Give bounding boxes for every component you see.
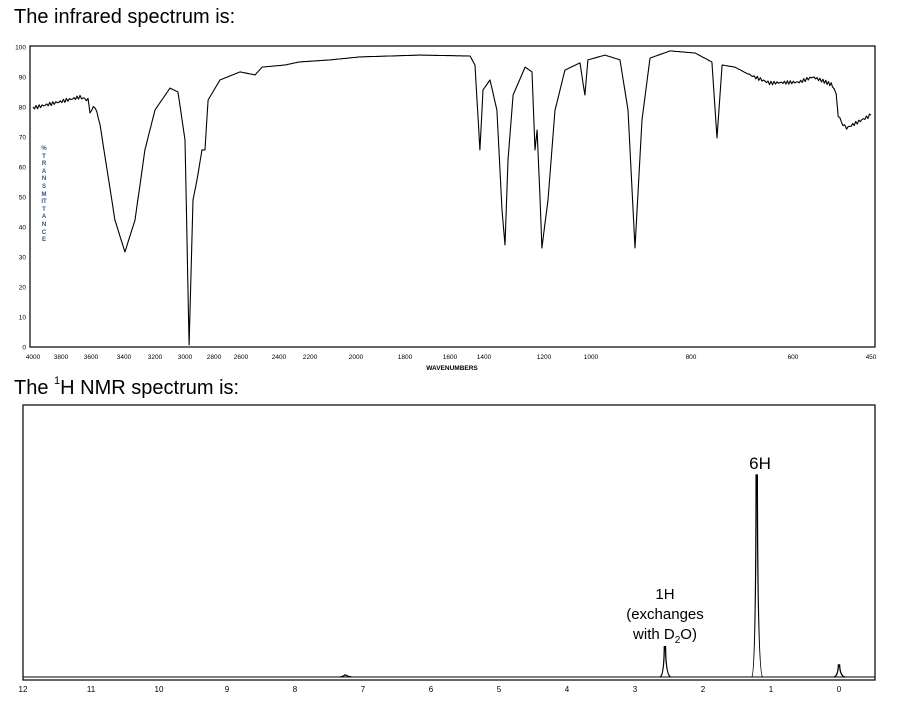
ir-x-tick-label: 1800: [398, 354, 413, 361]
nmr-peak: [659, 646, 672, 678]
ir-x-axis-label: WAVENUMBERS: [426, 365, 478, 372]
nmr-title-suffix: H NMR spectrum is:: [60, 377, 240, 399]
ir-x-tick-label: 1400: [477, 354, 492, 361]
ir-y-tick-label: 0: [22, 345, 26, 352]
nmr-chart: 12 11 10 9 8 7 6 5 4 3 2 1 0: [19, 404, 876, 694]
ir-x-axis: 4000 3800 3600 3400 3200 3000 2800 2600 2400 2200…: [26, 354, 877, 361]
ir-spectrum-line: [32, 50, 872, 346]
nmr-x-tick-label: 12: [19, 685, 28, 694]
ir-x-tick-label: 3800: [54, 354, 69, 361]
nmr-x-tick-label: 6: [429, 685, 434, 694]
nmr-x-tick-label: 10: [155, 685, 164, 694]
ir-plot-frame: [29, 45, 876, 348]
ir-x-tick-label: 2000: [349, 354, 364, 361]
nmr-title-superscript: 1: [54, 375, 61, 388]
ir-x-tick-label: 2600: [234, 354, 249, 361]
peak-label-1h: 1H (exchanges with D2O): [615, 585, 715, 651]
ir-x-tick-label: 4000: [26, 354, 41, 361]
ir-y-tick-label: 80: [19, 105, 27, 112]
ir-y-tick-label: 60: [19, 165, 27, 172]
ir-chart: 0 10 20 30 40 50 60 70 80 90 100 4000 3800 3600 3400 3…: [15, 45, 877, 373]
ir-x-tick-label: 600: [788, 354, 799, 361]
ir-x-tick-label: 2800: [207, 354, 222, 361]
nmr-title-prefix: The: [14, 377, 55, 399]
note2-prefix: with D: [633, 626, 675, 643]
ir-y-tick-label: 40: [19, 225, 27, 232]
nmr-peaks: [340, 474, 846, 678]
ir-x-tick-label: 1000: [584, 354, 599, 361]
ir-x-tick-label: 1600: [443, 354, 458, 361]
nmr-x-axis: 12 11 10 9 8 7 6 5 4 3 2 1 0: [19, 685, 842, 694]
ir-y-tick-label: 70: [19, 135, 27, 142]
nmr-x-tick-label: 7: [361, 685, 366, 694]
nmr-x-tick-label: 3: [633, 685, 638, 694]
nmr-x-tick-label: 4: [565, 685, 570, 694]
nmr-x-tick-label: 2: [701, 685, 706, 694]
nmr-x-tick-label: 9: [225, 685, 230, 694]
ir-y-tick-label: 100: [15, 45, 26, 52]
nmr-x-tick-label: 1: [769, 685, 774, 694]
peak-label-1h-note1: (exchanges: [626, 606, 704, 623]
nmr-x-tick-label: 5: [497, 685, 502, 694]
ir-y-tick-label: 90: [19, 75, 27, 82]
ir-x-tick-label: 1200: [537, 354, 552, 361]
nmr-x-tick-label: 8: [293, 685, 298, 694]
nmr-x-tick-label: 11: [87, 685, 96, 694]
ir-x-tick-label: 450: [866, 354, 877, 361]
ir-x-tick-label: 3000: [178, 354, 193, 361]
nmr-x-tick-label: 0: [837, 685, 842, 694]
nmr-peak: [751, 474, 764, 678]
peak-label-1h-count: 1H: [655, 586, 675, 603]
ir-y-axis: 0 10 20 30 40 50 60 70 80 90 100: [15, 45, 26, 352]
ir-x-tick-label: 800: [686, 354, 697, 361]
ir-y-tick-label: 50: [19, 195, 27, 202]
ir-x-tick-label: 3600: [84, 354, 99, 361]
nmr-peak: [833, 664, 846, 678]
ir-y-tick-label: 10: [19, 315, 27, 322]
nmr-plot-frame: [22, 404, 876, 681]
ir-spectrum-heading: The infrared spectrum is:: [14, 6, 236, 28]
ir-x-tick-label: 3400: [117, 354, 132, 361]
note2-suffix: O): [680, 626, 697, 643]
ir-x-tick-label: 3200: [148, 354, 163, 361]
peak-label-6h: 6H: [749, 454, 771, 473]
ir-x-tick-label: 2200: [303, 354, 318, 361]
ir-x-tick-label: 2400: [272, 354, 287, 361]
ir-y-tick-label: 30: [19, 255, 27, 262]
nmr-spectrum-heading: The 1H NMR spectrum is:: [14, 375, 240, 400]
nmr-peak: [340, 674, 352, 678]
ir-y-axis-label: %TRANSMITTANCE: [41, 146, 47, 244]
peak-label-1h-note2: with D2O): [615, 625, 715, 651]
note2-sub: 2: [674, 635, 681, 646]
ir-y-tick-label: 20: [19, 285, 27, 292]
